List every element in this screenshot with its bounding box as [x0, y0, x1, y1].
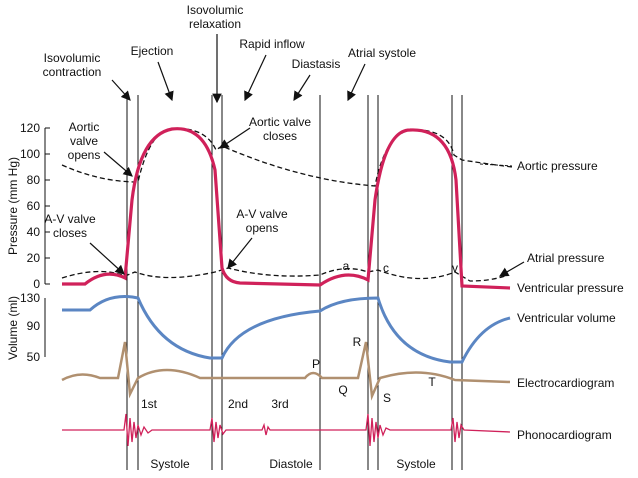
note: A-V valve	[236, 207, 288, 221]
tick-label: 40	[27, 225, 41, 239]
phase-label: Rapid inflow	[239, 37, 305, 51]
wave-letter: R	[353, 335, 362, 349]
tick-label: 80	[27, 173, 41, 187]
phase-labels: Isovolumic contraction Ejection Isovolum…	[43, 3, 416, 104]
volume-axis: Volume (ml) 130 90 50	[6, 291, 46, 364]
period: Systole	[150, 457, 190, 471]
arrow	[498, 261, 525, 277]
trace-label: Atrial pressure	[527, 251, 605, 265]
trace-label: Ventricular volume	[517, 311, 616, 325]
note: valve	[70, 134, 98, 148]
heart-sound: 2nd	[228, 397, 248, 411]
trace-label: Aortic pressure	[517, 159, 598, 173]
axis-title: Pressure (mm Hg)	[6, 157, 20, 255]
ventricular-volume-trace	[62, 295, 511, 364]
tick-label: 60	[27, 199, 41, 213]
heart-sounds: 1st 2nd 3rd	[141, 397, 289, 411]
phase-label: Diastasis	[292, 57, 341, 71]
curve-notes: Aortic valve opens Aortic valve closes A…	[44, 115, 311, 275]
phase-label: Atrial systole	[348, 46, 416, 60]
heart-sound: 3rd	[271, 397, 288, 411]
phase-label: contraction	[43, 65, 102, 79]
phase-label: relaxation	[189, 17, 241, 31]
phase-label: Isovolumic	[187, 3, 244, 17]
phono-trace	[62, 413, 511, 447]
wave-letter: c	[383, 261, 389, 275]
arrow	[293, 74, 311, 102]
period: Diastole	[269, 457, 313, 471]
tick-label: 20	[27, 251, 41, 265]
trace-label: Phonocardiogram	[517, 428, 612, 442]
periods: Systole Diastole Systole	[150, 457, 436, 471]
aortic-pressure-trace	[61, 128, 513, 187]
wave-letters: a c v P Q R S T	[312, 259, 458, 405]
tick-label: 130	[20, 291, 40, 305]
wave-letter: S	[383, 391, 391, 405]
axis-title: Volume (ml)	[6, 296, 20, 360]
period: Systole	[396, 457, 436, 471]
wave-letter: P	[312, 357, 320, 371]
arrow	[347, 63, 366, 102]
tick-label: 120	[20, 121, 40, 135]
note: Aortic valve	[249, 115, 311, 129]
arrow	[227, 237, 253, 269]
wave-letter: Q	[338, 383, 347, 397]
note: closes	[263, 129, 297, 143]
heart-sound: 1st	[141, 397, 158, 411]
phase-lines	[126, 95, 463, 470]
tick-label: 90	[27, 319, 41, 333]
tick-label: 100	[20, 147, 40, 161]
trace-label: Electrocardiogram	[517, 376, 614, 390]
note: closes	[53, 226, 87, 240]
tick-label: 50	[27, 350, 41, 364]
pointer	[479, 163, 513, 167]
note: opens	[246, 221, 279, 235]
arrow	[157, 61, 174, 102]
ventricular-pressure-trace	[62, 127, 511, 290]
ecg-trace	[61, 341, 511, 401]
note: opens	[68, 148, 101, 162]
atrial-pressure-trace	[61, 267, 506, 282]
trace-labels: Aortic pressure Atrial pressure Ventricu…	[479, 159, 624, 442]
trace-label: Ventricular pressure	[517, 281, 624, 295]
note: Aortic	[69, 120, 100, 134]
arrow	[219, 127, 251, 149]
wave-letter: T	[428, 375, 436, 389]
phase-label: Isovolumic	[44, 51, 101, 65]
arrow	[103, 151, 133, 177]
note: A-V valve	[44, 212, 96, 226]
phase-label: Ejection	[131, 44, 174, 58]
pressure-axis: Pressure (mm Hg) 120 100 80 60 40 20 0	[6, 121, 50, 291]
tick-label: 0	[33, 277, 40, 291]
wave-letter: v	[452, 261, 458, 275]
wave-letter: a	[343, 259, 350, 273]
arrow	[89, 242, 125, 275]
arrow	[244, 54, 267, 102]
